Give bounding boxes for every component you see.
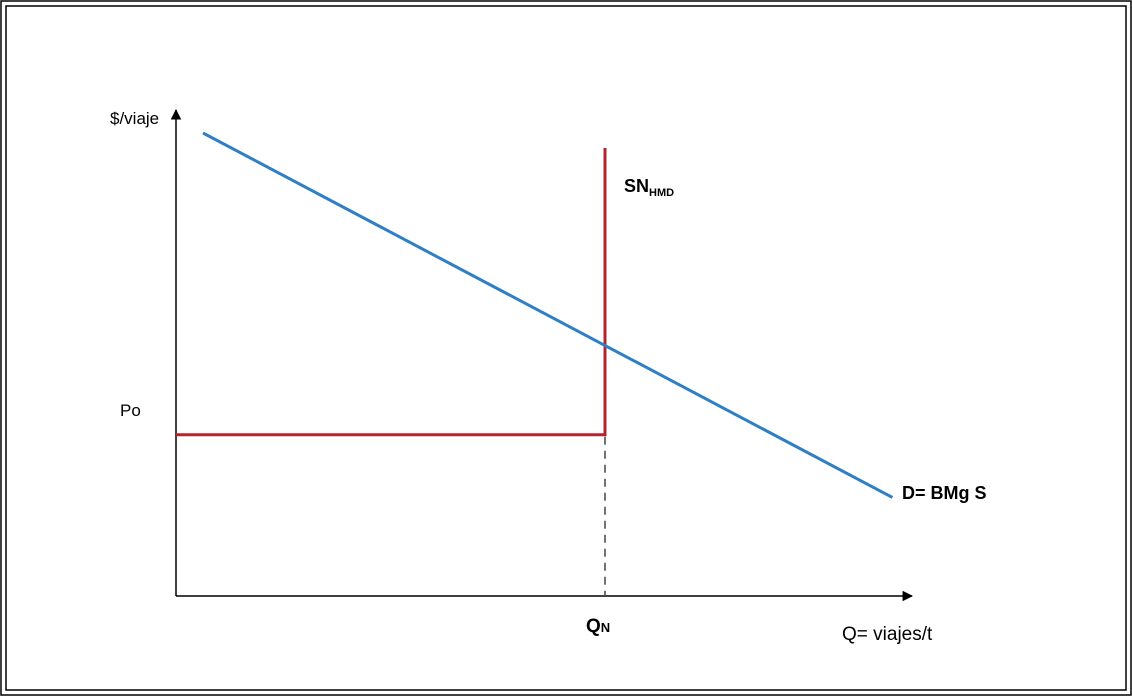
- supply-label-sub: HMD: [649, 187, 674, 199]
- x-tick-label-main: Q: [586, 616, 601, 637]
- x-tick-label-qn: QN: [586, 616, 610, 637]
- x-tick-label-sub: N: [601, 620, 610, 635]
- x-axis-label: Q= viajes/t: [842, 624, 933, 645]
- y-tick-label-po: Po: [120, 401, 141, 420]
- supply-curve-sn-hmd: [176, 148, 607, 437]
- y-axis-label: $/viaje: [110, 109, 159, 128]
- supply-series-label: SNHMD: [624, 176, 674, 199]
- frame-inner: [5, 5, 1127, 691]
- supply-label-main: SN: [624, 176, 649, 196]
- demand-series-label: D= BMg S: [902, 483, 987, 503]
- demand-curve-d-bmgs: [202, 131, 894, 499]
